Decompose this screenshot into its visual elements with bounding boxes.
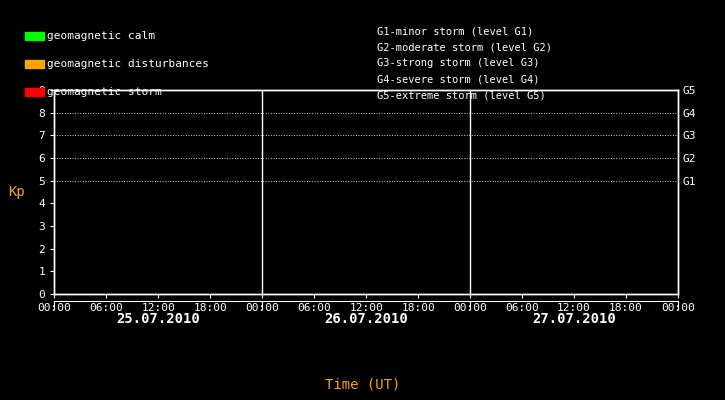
Text: geomagnetic calm: geomagnetic calm xyxy=(47,31,155,41)
Text: geomagnetic storm: geomagnetic storm xyxy=(47,87,162,97)
Text: G4-severe storm (level G4): G4-severe storm (level G4) xyxy=(377,74,539,84)
Text: G2-moderate storm (level G2): G2-moderate storm (level G2) xyxy=(377,42,552,52)
Text: 27.07.2010: 27.07.2010 xyxy=(532,312,616,326)
Text: G5-extreme storm (level G5): G5-extreme storm (level G5) xyxy=(377,90,546,100)
Text: 25.07.2010: 25.07.2010 xyxy=(117,312,200,326)
Text: geomagnetic disturbances: geomagnetic disturbances xyxy=(47,59,209,69)
Text: 26.07.2010: 26.07.2010 xyxy=(324,312,408,326)
Text: G1-minor storm (level G1): G1-minor storm (level G1) xyxy=(377,26,534,36)
Text: Time (UT): Time (UT) xyxy=(325,378,400,392)
Text: Kp: Kp xyxy=(9,185,25,199)
Text: G3-strong storm (level G3): G3-strong storm (level G3) xyxy=(377,58,539,68)
